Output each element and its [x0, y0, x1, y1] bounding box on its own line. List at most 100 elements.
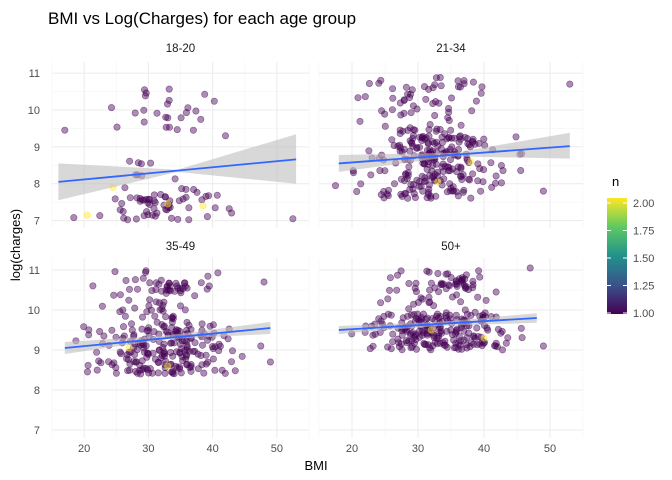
scatter-point [468, 107, 476, 115]
scatter-point [132, 215, 140, 223]
scatter-point [405, 279, 413, 287]
scatter-point [125, 296, 133, 304]
scatter-point [498, 346, 506, 354]
scatter-point [205, 282, 213, 290]
scatter-point [179, 195, 187, 203]
scatter-point [425, 132, 433, 140]
scatter-point [182, 352, 190, 360]
scatter-point [203, 213, 211, 221]
scatter-point [390, 180, 398, 188]
scatter-point [150, 328, 158, 336]
scatter-point [425, 293, 433, 301]
scatter-point [467, 158, 475, 166]
scatter-point [447, 326, 455, 334]
scatter-point [404, 90, 412, 98]
scatter-point [417, 182, 425, 190]
scatter-point [445, 108, 453, 116]
scatter-point [189, 347, 197, 355]
scatter-point [380, 188, 388, 196]
scatter-point [198, 196, 206, 204]
scatter-point [432, 127, 440, 135]
scatter-point [490, 342, 498, 350]
scatter-point [438, 280, 446, 288]
scatter-point [448, 293, 456, 301]
scatter-point [456, 172, 464, 180]
scatter-point [205, 192, 213, 200]
x-tick-label: 20 [346, 443, 358, 455]
scatter-point [389, 338, 397, 346]
scatter-point [410, 310, 418, 318]
scatter-point [469, 170, 477, 178]
scatter-point [517, 167, 525, 175]
scatter-point [173, 364, 181, 372]
scatter-point [80, 323, 88, 331]
x-tick-label: 40 [478, 443, 490, 455]
scatter-point [539, 342, 547, 350]
scatter-point [84, 368, 92, 376]
trend-line [338, 317, 537, 331]
scatter-point [479, 178, 487, 186]
legend-tick-label: 1.00 [633, 308, 654, 320]
scatter-point [512, 133, 520, 141]
scatter-point [492, 288, 500, 296]
scatter-point [356, 117, 364, 125]
scatter-point [148, 369, 156, 377]
y-tick-label: 9 [34, 345, 40, 357]
scatter-point [432, 312, 440, 320]
y-axis-label: log(charges) [8, 209, 23, 281]
scatter-point [157, 191, 165, 199]
scatter-point [411, 126, 419, 134]
scatter-point [439, 168, 447, 176]
panel-strip-label: 35-49 [166, 241, 195, 253]
scatter-point [231, 367, 239, 375]
scatter-point [458, 345, 466, 353]
panel-50+: 50+ [318, 241, 584, 438]
scatter-point [100, 332, 108, 340]
scatter-point [126, 194, 134, 202]
scatter-point [409, 132, 417, 140]
trend-line [64, 327, 271, 349]
scatter-point [134, 285, 142, 293]
scatter-point [159, 301, 167, 309]
scatter-point [181, 306, 189, 314]
scatter-point [439, 339, 447, 347]
scatter-point [502, 339, 510, 347]
scatter-point [197, 351, 205, 359]
scatter-point [93, 366, 101, 374]
scatter-point [164, 100, 172, 108]
confidence-band [58, 134, 297, 201]
scatter-point [388, 136, 396, 144]
scatter-point [422, 95, 430, 103]
legend-tick-label: 2.00 [633, 198, 654, 210]
scatter-point [169, 312, 177, 320]
scatter-point [423, 146, 431, 154]
legend-colorbar [607, 198, 627, 314]
scatter-point [460, 327, 468, 335]
scatter-point [497, 179, 505, 187]
scatter-point [454, 77, 462, 85]
scatter-point [209, 345, 217, 353]
scatter-point [187, 363, 195, 371]
scatter-point [177, 114, 185, 122]
scatter-point [199, 202, 207, 210]
scatter-point [477, 89, 485, 97]
scatter-point [476, 340, 484, 348]
scatter-point [225, 205, 233, 213]
scatter-point [433, 138, 441, 146]
scatter-point [116, 348, 124, 356]
scatter-point [492, 172, 500, 180]
legend-tick-label: 1.75 [633, 226, 654, 238]
scatter-point [452, 328, 460, 336]
scatter-point [154, 369, 162, 377]
scatter-point [413, 105, 421, 113]
scatter-point [420, 83, 428, 91]
scatter-point [142, 89, 150, 97]
scatter-point [467, 194, 475, 202]
scatter-point [430, 302, 438, 310]
scatter-point [353, 188, 361, 196]
scatter-point [386, 274, 394, 282]
scatter-point [425, 126, 433, 134]
scatter-point [420, 160, 428, 168]
scatter-point [131, 109, 139, 117]
scatter-point [394, 142, 402, 150]
